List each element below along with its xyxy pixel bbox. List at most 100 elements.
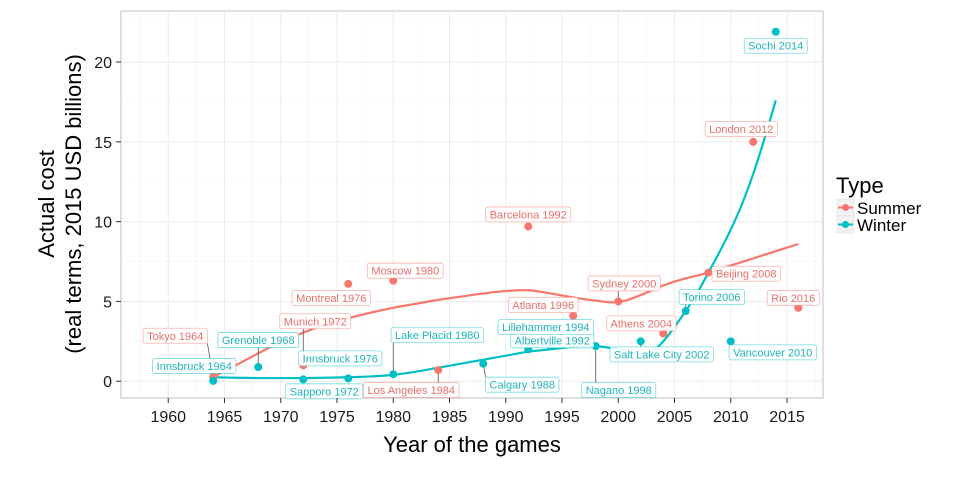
y-tick-label: 20 xyxy=(94,55,112,72)
point-label-text: Salt Lake City 2002 xyxy=(614,349,709,361)
point-label-box xyxy=(366,262,444,279)
x-tick-label: 1970 xyxy=(263,409,299,426)
x-tick-label: 2000 xyxy=(600,409,636,426)
point-label-sapporo-1972: Sapporo 1972 xyxy=(285,383,364,400)
legend-entry-summer: Summer xyxy=(836,198,922,218)
point-label-text: Sochi 2014 xyxy=(748,41,803,53)
point-london-2012 xyxy=(749,137,758,146)
point-label-tokyo-1964: Tokyo 1964 xyxy=(142,327,208,344)
point-label-montreal-1976: Montreal 1976 xyxy=(291,289,371,306)
y-axis-title-line1: Actual cost xyxy=(34,150,59,258)
x-tick-label: 1965 xyxy=(207,409,243,426)
point-salt-lake-city-2002 xyxy=(636,337,645,346)
point-label-text: Rio 2016 xyxy=(771,293,815,305)
point-label-text: Grenoble 1968 xyxy=(222,335,295,347)
point-sapporo-1972 xyxy=(299,375,308,384)
smooth-line-summer xyxy=(212,242,799,378)
point-label-text: Sapporo 1972 xyxy=(290,386,359,398)
point-label-torino-2006: Torino 2006 xyxy=(678,289,745,305)
legend: Type Summer Winter xyxy=(836,173,922,235)
point-label-box xyxy=(291,289,371,306)
point-label-munich-1972: Munich 1972 xyxy=(279,313,352,330)
point-label-atlanta-1996: Atlanta 1996 xyxy=(507,296,579,313)
point-label-text: Lake Placid 1980 xyxy=(395,330,479,342)
point-label-text: Sydney 2000 xyxy=(592,278,656,290)
x-tick-label: 2005 xyxy=(657,409,693,426)
point-label-text: London 2012 xyxy=(709,124,773,136)
point-label-barcelona-1992: Barcelona 1992 xyxy=(485,206,572,223)
point-calgary-1988 xyxy=(479,359,488,368)
x-tick-label: 2010 xyxy=(713,409,749,426)
point-labels: Tokyo 1964 Munich 1972 Montreal 1976 Moscow… xyxy=(142,37,820,400)
point-label-moscow-1980: Moscow 1980 xyxy=(366,262,444,279)
point-sochi-2014 xyxy=(771,27,780,36)
point-label-calgary-1988: Calgary 1988 xyxy=(485,376,560,393)
point-label-box xyxy=(279,313,352,330)
point-label-london-2012: London 2012 xyxy=(704,120,778,137)
point-torino-2006 xyxy=(681,307,690,316)
point-label-lillehammer-1994: Lillehammer 1994 xyxy=(497,319,594,336)
point-label-sochi-2014: Sochi 2014 xyxy=(743,37,808,54)
legend-title: Type xyxy=(836,173,884,198)
x-tick-label: 1995 xyxy=(544,409,580,426)
point-label-box xyxy=(587,275,661,292)
point-label-text: Albertville 1992 xyxy=(515,335,590,347)
point-innsbruck-1964 xyxy=(209,376,218,385)
x-tick-label: 2015 xyxy=(769,409,805,426)
point-label-text: Calgary 1988 xyxy=(490,380,555,392)
point-label-box xyxy=(605,315,677,332)
y-axis-title: Actual cost (real terms, 2015 USD billio… xyxy=(34,54,86,354)
point-label-box xyxy=(507,296,579,313)
point-label-vancouver-2010: Vancouver 2010 xyxy=(728,344,817,361)
point-label-box xyxy=(363,382,460,398)
point-label-text: Montreal 1976 xyxy=(296,293,366,305)
point-grenoble-1968 xyxy=(254,363,263,372)
point-label-box xyxy=(728,344,817,361)
point-label-box xyxy=(485,376,560,393)
point-label-box xyxy=(142,327,208,344)
point-beijing-2008 xyxy=(704,268,713,277)
point-sydney-2000 xyxy=(614,297,623,306)
point-label-nagano-1998: Nagano 1998 xyxy=(581,382,657,399)
legend-dot-summer xyxy=(842,204,849,211)
point-innsbruck-1976 xyxy=(344,374,353,383)
x-axis: 1960 1965 1970 1975 1980 1985 1990 1995 2000 2005… xyxy=(150,398,805,426)
point-label-box xyxy=(704,120,778,137)
point-atlanta-1996 xyxy=(569,311,578,320)
point-label-text: Athens 2004 xyxy=(610,318,672,330)
point-rio-2016 xyxy=(794,303,803,312)
legend-label-winter: Winter xyxy=(857,216,906,235)
point-label-text: Nagano 1998 xyxy=(586,385,652,397)
point-label-athens-2004: Athens 2004 xyxy=(605,315,677,332)
point-lake-placid-1980 xyxy=(389,370,398,379)
y-axis-title-line2: (real terms, 2015 USD billions) xyxy=(61,54,86,354)
x-tick-label: 1975 xyxy=(319,409,355,426)
point-vancouver-2010 xyxy=(726,337,735,346)
point-label-text: Los Angeles 1984 xyxy=(368,385,455,397)
point-label-lake-placid-1980: Lake Placid 1980 xyxy=(390,327,484,344)
point-label-text: Innsbruck 1964 xyxy=(157,361,232,373)
point-label-box xyxy=(678,289,745,305)
point-label-box xyxy=(485,206,572,223)
point-label-text: Atlanta 1996 xyxy=(512,300,574,312)
point-barcelona-1992 xyxy=(524,222,533,231)
point-label-box xyxy=(711,265,781,282)
point-label-text: Beijing 2008 xyxy=(716,269,777,281)
point-label-text: Tokyo 1964 xyxy=(147,331,203,343)
point-label-albertville-1992: Albertville 1992 xyxy=(510,332,595,349)
point-label-text: Moscow 1980 xyxy=(371,266,439,278)
point-label-text: Innsbruck 1976 xyxy=(303,353,378,365)
point-label-box xyxy=(609,346,714,363)
legend-entry-winter: Winter xyxy=(836,215,906,235)
point-label-box xyxy=(217,332,300,348)
point-label-text: Torino 2006 xyxy=(683,292,741,304)
point-label-text: Munich 1972 xyxy=(284,316,347,328)
point-label-rio-2016: Rio 2016 xyxy=(766,289,820,306)
point-label-innsbruck-1976: Innsbruck 1976 xyxy=(298,350,383,367)
point-label-salt-lake-city-2002: Salt Lake City 2002 xyxy=(609,346,714,363)
y-tick-label: 15 xyxy=(94,135,112,152)
point-label-beijing-2008: Beijing 2008 xyxy=(711,265,781,282)
point-los-angeles-1984 xyxy=(434,366,443,375)
point-label-box xyxy=(766,289,820,306)
